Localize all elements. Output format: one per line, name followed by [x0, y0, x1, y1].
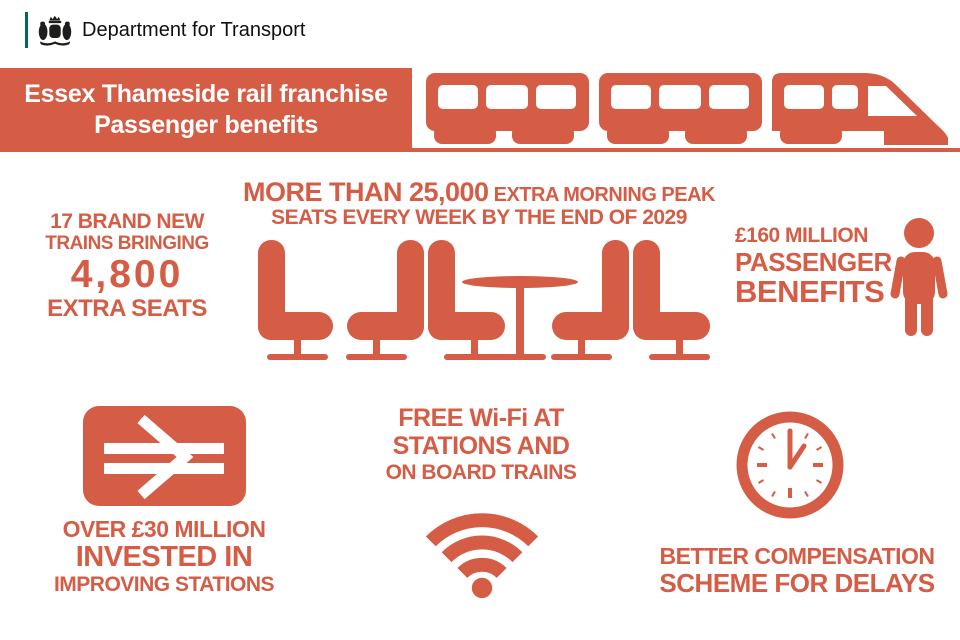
track-line — [405, 148, 960, 152]
peak-seats-small-text: EXTRA MORNING PEAK — [488, 184, 716, 206]
wifi-line3: ON BOARD TRAINS — [385, 461, 577, 484]
stat-wifi: FREE Wi-Fi AT STATIONS AND ON BOARD TRAI… — [355, 404, 607, 485]
stat-passenger-benefits: £160 MILLION PASSENGER BENEFITS — [735, 224, 895, 308]
stations-line2: INVESTED IN — [75, 541, 253, 573]
title-banner: Essex Thameside rail franchise Passenger… — [0, 68, 412, 152]
stations-line1: OVER £30 MILLION — [62, 516, 266, 542]
dept-for-transport-logo: Department for Transport — [25, 12, 305, 48]
dept-brand-bar — [25, 12, 28, 48]
stat-stations: OVER £30 MILLION INVESTED IN IMPROVING S… — [25, 516, 303, 597]
banner-title-line2: Passenger benefits — [94, 111, 318, 139]
benefits-line2: PASSENGER — [735, 247, 892, 277]
stat-new-trains-line1: 17 BRAND NEW — [50, 210, 204, 233]
train-icon — [426, 73, 948, 145]
wifi-line1: FREE Wi-Fi AT — [398, 404, 564, 432]
peak-seats-line1: MORE THAN 25,000 EXTRA MORNING PEAK — [240, 179, 718, 207]
clock-icon — [736, 411, 844, 519]
peak-seats-line2: SEATS EVERY WEEK BY THE END OF 2029 — [271, 206, 687, 229]
compensation-line1: BETTER COMPENSATION — [659, 543, 935, 569]
dept-name-text: Department for Transport — [82, 18, 306, 41]
benefits-line3: BENEFITS — [735, 274, 885, 309]
royal-crest-icon — [38, 15, 72, 46]
wifi-icon — [425, 513, 539, 599]
stat-new-trains: 17 BRAND NEW TRAINS BRINGING 4,800 EXTRA… — [18, 210, 236, 322]
stat-new-trains-line2: TRAINS BRINGING — [45, 233, 209, 254]
stat-peak-seats-heading: MORE THAN 25,000 EXTRA MORNING PEAK SEAT… — [240, 179, 718, 229]
stations-line3: IMPROVING STATIONS — [53, 573, 275, 596]
national-rail-icon — [83, 406, 246, 506]
passenger-icon — [890, 218, 948, 336]
stat-compensation: BETTER COMPENSATION SCHEME FOR DELAYS — [643, 543, 951, 598]
peak-seats-big-text: MORE THAN 25,000 — [242, 177, 489, 207]
compensation-line2: SCHEME FOR DELAYS — [659, 568, 935, 598]
stat-new-trains-line3: EXTRA SEATS — [47, 295, 207, 322]
train-seats-table-icon — [258, 240, 710, 360]
stat-new-trains-value: 4,800 — [70, 253, 184, 296]
banner-title-line1: Essex Thameside rail franchise — [24, 80, 388, 108]
benefits-line1: £160 MILLION — [735, 224, 868, 247]
wifi-line2: STATIONS AND — [392, 432, 570, 460]
